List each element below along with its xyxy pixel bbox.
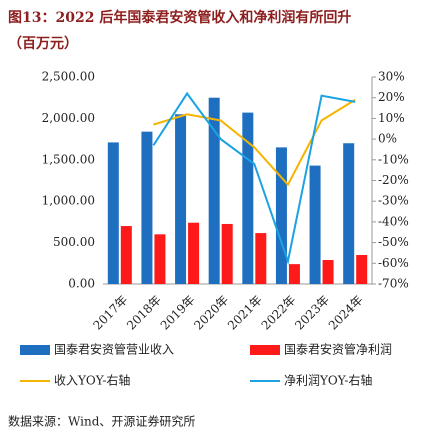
x-tick-label: 2018年 (124, 293, 164, 333)
source: 数据来源：Wind、开源证券研究所 (8, 414, 195, 429)
y2-tick-label: -30% (378, 194, 409, 208)
bar (275, 147, 287, 284)
chart-title: 图13：2022 后年国泰君安资管收入和净利润有所回升 (8, 9, 351, 26)
x-tick-label: 2024年 (326, 293, 366, 333)
y-tick-label: 2,000.00 (42, 111, 95, 125)
bar (356, 255, 368, 284)
y2-tick-label: -40% (378, 214, 409, 228)
x-tick-label: 2022年 (259, 293, 299, 333)
x-tick-label: 2020年 (191, 293, 231, 333)
legend-label: 国泰君安资管净利润 (284, 342, 392, 357)
y2-tick-label: -20% (378, 173, 409, 187)
bar (288, 264, 300, 284)
y2-tick-label: -60% (378, 256, 409, 270)
legend-label: 收入YOY-右轴 (54, 373, 130, 388)
y-tick-label: 500.00 (53, 235, 95, 249)
bar (322, 259, 334, 284)
y2-tick-label: -10% (378, 152, 409, 166)
bar (343, 143, 355, 284)
legend-swatch (250, 345, 280, 355)
y-tick-label: 0.00 (68, 277, 95, 291)
y2-tick-label: 30% (378, 70, 405, 84)
y2-tick-label: 20% (378, 90, 405, 104)
legend-label: 国泰君安资管营业收入 (54, 342, 174, 357)
x-tick-label: 2023年 (292, 293, 332, 333)
y-tick-label: 2,500.00 (42, 70, 95, 84)
bar (107, 142, 119, 284)
bar (242, 112, 254, 284)
y-tick-label: 1,500.00 (42, 152, 95, 166)
y2-tick-label: 0% (378, 132, 397, 146)
line (153, 98, 356, 187)
bar (221, 223, 233, 284)
bar (175, 114, 187, 284)
x-tick-label: 2019年 (158, 293, 198, 333)
chart-subtitle: （百万元） (8, 36, 78, 52)
y2-tick-label: -70% (378, 277, 409, 291)
bar (309, 165, 321, 284)
bar (188, 222, 200, 284)
x-tick-label: 2017年 (90, 293, 130, 333)
y-tick-label: 1,000.00 (42, 194, 95, 208)
line (152, 91, 356, 266)
x-tick-label: 2021年 (225, 293, 265, 333)
bar (154, 234, 166, 284)
bar (120, 226, 132, 284)
y2-tick-label: -50% (378, 235, 409, 249)
legend-label: 净利润YOY-右轴 (284, 373, 372, 388)
legend-swatch (20, 345, 50, 355)
bar (208, 97, 220, 284)
y2-tick-label: 10% (378, 111, 405, 125)
bar (255, 233, 267, 284)
bar (141, 131, 153, 284)
